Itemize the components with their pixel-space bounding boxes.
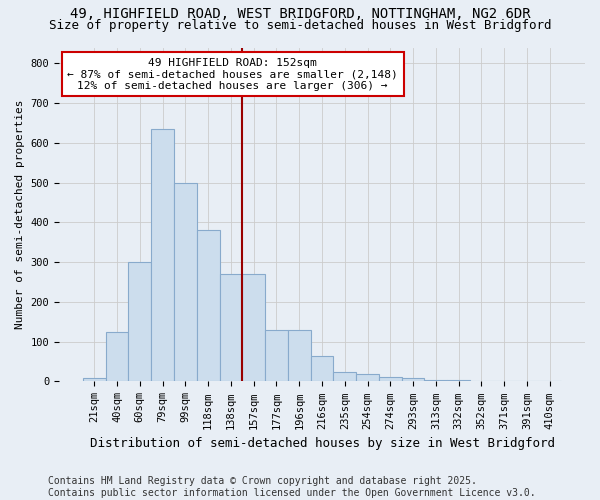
Y-axis label: Number of semi-detached properties: Number of semi-detached properties: [15, 100, 25, 329]
Bar: [128, 262, 151, 382]
Bar: [151, 129, 174, 382]
Bar: [83, 378, 106, 382]
Bar: [356, 374, 379, 382]
Bar: [174, 182, 197, 382]
Bar: [334, 372, 356, 382]
Bar: [424, 380, 447, 382]
Bar: [265, 330, 288, 382]
Text: 49 HIGHFIELD ROAD: 152sqm
← 87% of semi-detached houses are smaller (2,148)
12% : 49 HIGHFIELD ROAD: 152sqm ← 87% of semi-…: [67, 58, 398, 90]
Text: 49, HIGHFIELD ROAD, WEST BRIDGFORD, NOTTINGHAM, NG2 6DR: 49, HIGHFIELD ROAD, WEST BRIDGFORD, NOTT…: [70, 8, 530, 22]
Bar: [447, 380, 470, 382]
Bar: [220, 274, 242, 382]
Bar: [311, 356, 334, 382]
Bar: [197, 230, 220, 382]
Bar: [242, 274, 265, 382]
Bar: [288, 330, 311, 382]
Text: Size of property relative to semi-detached houses in West Bridgford: Size of property relative to semi-detach…: [49, 19, 551, 32]
Bar: [106, 332, 128, 382]
X-axis label: Distribution of semi-detached houses by size in West Bridgford: Distribution of semi-detached houses by …: [89, 437, 554, 450]
Bar: [379, 378, 402, 382]
Text: Contains HM Land Registry data © Crown copyright and database right 2025.
Contai: Contains HM Land Registry data © Crown c…: [48, 476, 536, 498]
Bar: [470, 380, 493, 382]
Bar: [402, 378, 424, 382]
